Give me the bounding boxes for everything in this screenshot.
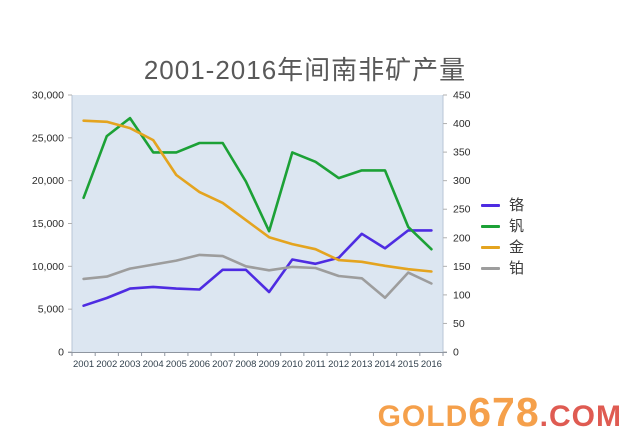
legend-swatch-铂 [481,267,500,270]
x-axis-label: 2015 [398,359,419,370]
x-axis-label: 2002 [96,359,117,370]
x-axis-label: 2005 [166,359,187,370]
x-axis-label: 2012 [328,359,349,370]
right-axis-label: 350 [453,147,471,159]
right-axis-label: 0 [453,347,459,359]
plot-area [72,95,443,352]
legend-swatch-钒 [481,225,500,228]
watermark-gold-text: GOLD [377,400,469,433]
right-axis-label: 200 [453,232,471,244]
legend-item-金: 金 [481,237,524,258]
right-axis-label: 400 [453,118,471,130]
x-axis-label: 2006 [189,359,210,370]
legend-label-铂: 铂 [509,260,525,277]
chart-legend: 铬钒金铂 [481,195,524,279]
left-axis-label: 5,000 [38,304,64,316]
x-axis-label: 2001 [73,359,94,370]
left-axis-label: 30,000 [32,90,64,102]
left-axis-label: 0 [58,347,64,359]
legend-label-铬: 铬 [509,197,525,214]
right-axis-label: 150 [453,261,471,273]
right-axis-label: 50 [453,318,465,330]
x-axis-label: 2013 [351,359,372,370]
x-axis-label: 2007 [212,359,233,370]
x-axis-label: 2014 [374,359,395,370]
x-axis-label: 2016 [421,359,442,370]
right-axis-label: 300 [453,175,471,187]
watermark-com-text: .COM [539,400,622,433]
x-axis-label: 2010 [282,359,303,370]
right-axis-label: 100 [453,289,471,301]
left-axis-label: 25,000 [32,132,64,144]
legend-item-钒: 钒 [481,216,524,237]
right-axis-label: 450 [453,90,471,102]
left-axis-label: 10,000 [32,261,64,273]
legend-label-钒: 钒 [509,218,525,235]
legend-label-金: 金 [509,239,525,256]
legend-swatch-金 [481,246,500,249]
x-axis-label: 2004 [143,359,164,370]
watermark: GOLD 678 .COM [378,389,622,436]
right-axis-label: 250 [453,204,471,216]
series-line-铂 [82,253,433,300]
left-axis-label: 15,000 [32,218,64,230]
x-axis-label: 2011 [305,359,325,370]
series-line-铬 [82,229,433,308]
x-axis-label: 2003 [119,359,140,370]
legend-item-铂: 铂 [481,258,524,279]
legend-swatch-铬 [481,204,500,207]
left-axis-label: 20,000 [32,175,64,187]
x-axis-label: 2008 [235,359,256,370]
legend-item-铬: 铬 [481,195,524,216]
chart-title: 2001-2016年间南非矿产量 [143,55,467,85]
series-line-金 [82,119,433,273]
x-axis-label: 2009 [259,359,280,370]
watermark-678-text: 678 [468,389,540,435]
